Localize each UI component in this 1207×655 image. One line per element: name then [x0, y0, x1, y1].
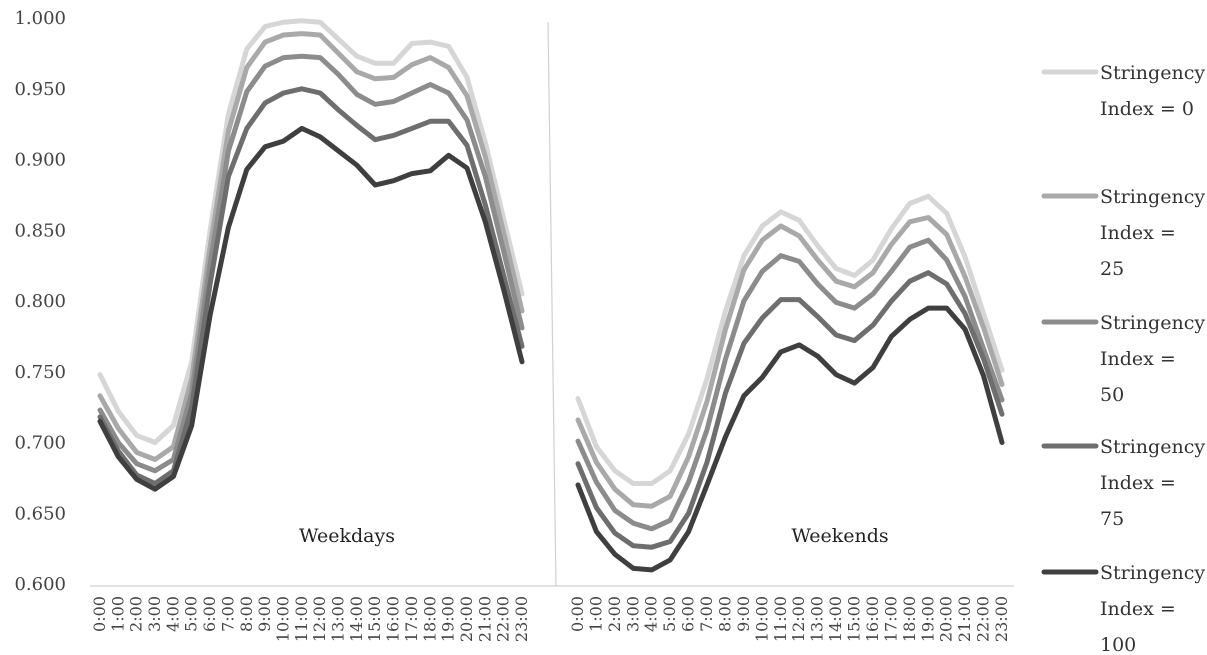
series-line: [575, 237, 1005, 532]
y-tick-label: 0.900: [14, 150, 66, 171]
y-tick-label: 0.750: [14, 362, 66, 383]
legend-entry: Stringency Index = 0: [1041, 62, 1205, 120]
x-tick-label: 23:00: [512, 596, 531, 642]
x-tick-label: 19:00: [918, 596, 937, 642]
x-tick-label: 8:00: [716, 596, 735, 632]
x-tick-label: 21:00: [955, 596, 974, 642]
x-tick-label: 6:00: [200, 596, 219, 632]
series-line: [97, 31, 525, 462]
x-tick-label: 16:00: [863, 596, 882, 642]
x-tick-label: 20:00: [937, 596, 956, 642]
legend-entry: Stringency Index = 50: [1041, 312, 1205, 406]
x-tick-label: 10:00: [752, 596, 771, 642]
legend-entry: Stringency Index = 25: [1041, 186, 1205, 280]
series-line: [575, 193, 1005, 486]
x-tick-label: 9:00: [255, 596, 274, 632]
legend-entry: Stringency Index = 100: [1041, 562, 1205, 655]
y-tick-label: 0.950: [14, 79, 66, 100]
x-tick-label: 17:00: [402, 596, 421, 642]
x-tick-label: 23:00: [992, 596, 1011, 642]
panel-weekdays: Weekdays: [97, 18, 525, 547]
legend-label: Index =: [1100, 222, 1176, 244]
x-tick-label: 19:00: [439, 596, 458, 642]
x-tick-label: 7:00: [697, 596, 716, 632]
y-axis: 0.600 0.650 0.700 0.750 0.800 0.850 0.900 0.950…: [14, 8, 66, 595]
legend-label: Stringency: [1100, 562, 1205, 584]
x-tick-label: 3:00: [145, 596, 164, 632]
x-tick-label: 9:00: [734, 596, 753, 632]
x-tick-label: 18:00: [900, 596, 919, 642]
x-tick-label: 11:00: [292, 596, 311, 642]
series-line: [575, 215, 1005, 509]
x-tick-label: 7:00: [218, 596, 237, 632]
x-tick-label: 12:00: [789, 596, 808, 642]
legend-label: 25: [1100, 258, 1124, 280]
x-tick-label: 21:00: [475, 596, 494, 642]
legend-label: 50: [1100, 384, 1124, 406]
x-tick-label: 0:00: [568, 596, 587, 632]
x-tick-label: 16:00: [384, 596, 403, 642]
x-tick-label: 10:00: [274, 596, 293, 642]
x-tick-label: 2:00: [605, 596, 624, 632]
legend-label: Index =: [1100, 348, 1176, 370]
x-tick-label: 13:00: [808, 596, 827, 642]
x-tick-label: 8:00: [237, 596, 256, 632]
panel-divider: [547, 21, 557, 587]
y-tick-label: 0.600: [14, 574, 66, 595]
y-tick-label: 0.650: [14, 503, 66, 524]
legend-label: Stringency: [1100, 312, 1205, 334]
x-tick-label: 15:00: [845, 596, 864, 642]
x-tick-label: 13:00: [329, 596, 348, 642]
x-tick-label: 6:00: [679, 596, 698, 632]
x-tick-label: 14:00: [826, 596, 845, 642]
x-tick-label: 4:00: [642, 596, 661, 632]
chart-panels: Weekdays Weekends: [97, 18, 1005, 573]
x-tick-label: 14:00: [347, 596, 366, 642]
series-line: [97, 86, 525, 486]
series-line: [575, 305, 1005, 573]
y-tick-label: 1.000: [14, 8, 66, 29]
x-tick-label: 1:00: [586, 596, 605, 632]
x-tick-label: 5:00: [182, 596, 201, 632]
series-line: [97, 53, 525, 474]
panel-weekends: Weekends: [575, 193, 1005, 573]
x-tick-label: 2:00: [127, 596, 146, 632]
x-tick-label: 18:00: [420, 596, 439, 642]
series-line: [97, 18, 525, 445]
legend-label: Index =: [1100, 598, 1176, 620]
x-tick-label: 22:00: [494, 596, 513, 642]
x-tick-label: 5:00: [660, 596, 679, 632]
y-tick-label: 0.850: [14, 220, 66, 241]
x-tick-label: 12:00: [310, 596, 329, 642]
x-tick-label: 22:00: [974, 596, 993, 642]
x-tick-label: 20:00: [457, 596, 476, 642]
x-tick-label: 1:00: [108, 596, 127, 632]
legend-label: 75: [1100, 508, 1124, 530]
x-tick-label: 11:00: [771, 596, 790, 642]
y-tick-label: 0.700: [14, 433, 66, 454]
x-tick-label: 3:00: [623, 596, 642, 632]
series-line: [97, 125, 525, 492]
panel-label: Weekends: [791, 525, 888, 547]
legend-label: Stringency: [1100, 62, 1205, 84]
x-tick-label: 4:00: [163, 596, 182, 632]
panel-label: Weekdays: [299, 525, 395, 547]
legend-entry: Stringency Index = 75: [1041, 436, 1205, 530]
legend-label: Stringency: [1100, 436, 1205, 458]
x-axis-ticks: 0:00 1:00 2:00 3:00 4:00 5:00 6:00 7:00 8:00 9:00…: [90, 596, 1011, 642]
x-tick-label: 17:00: [881, 596, 900, 642]
y-tick-label: 0.800: [14, 291, 66, 312]
legend-label: Index = 0: [1100, 98, 1194, 120]
series-line: [575, 270, 1005, 550]
legend-label: Index =: [1100, 472, 1176, 494]
x-tick-label: 15:00: [365, 596, 384, 642]
x-tick-label: 0:00: [90, 596, 109, 632]
legend-label: 100: [1100, 634, 1136, 655]
legend-label: Stringency: [1100, 186, 1205, 208]
